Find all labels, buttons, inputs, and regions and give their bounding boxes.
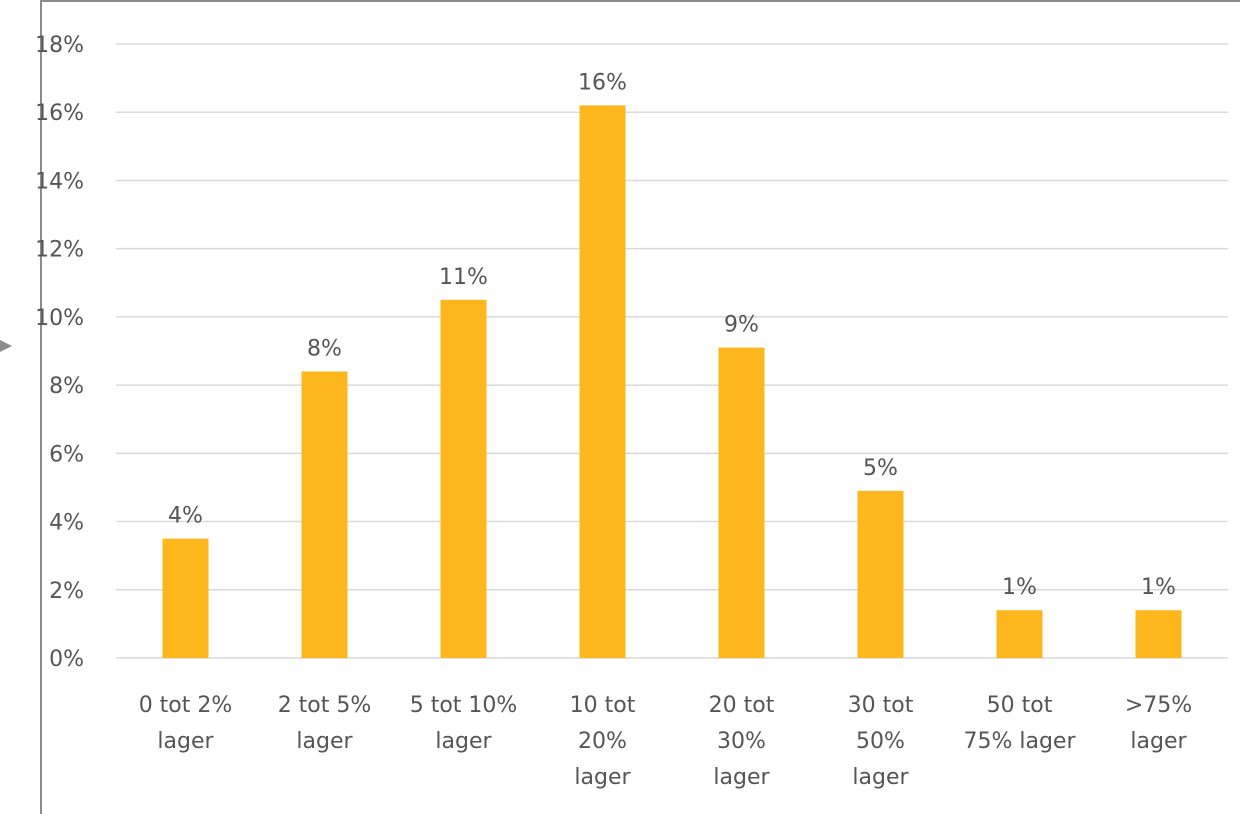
data-label: 11% [439,265,488,290]
x-tick-label: 5 tot 10% lager [410,693,518,754]
y-tick-label: 6% [49,442,84,467]
data-labels: 4% 8% 11% 16% 9% 5% 1% 1% [168,70,1176,600]
x-tick-label: 0 tot 2% lager [139,693,233,754]
data-label: 1% [1002,575,1037,600]
x-tick-label: 50 tot 75% lager [963,693,1076,754]
bar [162,538,209,658]
x-tick-label: >75% lager [1125,693,1192,754]
bar [440,299,487,658]
y-tick-label: 12% [35,238,84,263]
data-label: 1% [1141,575,1176,600]
data-label: 8% [307,336,342,361]
x-axis-ticks: 0 tot 2% lager 2 tot 5% lager 5 tot 10% lager… [139,693,1192,790]
bar [579,105,626,658]
frame-marker [0,340,12,352]
bar [1135,610,1182,658]
bar [301,371,348,658]
x-tick-label: 30 tot 50% lager [848,693,914,790]
y-tick-label: 0% [49,647,84,672]
bar [718,347,765,658]
y-tick-label: 2% [49,579,84,604]
x-tick-label: 10 tot 20% lager [570,693,636,790]
grid-lines [116,43,1228,659]
y-tick-label: 14% [35,169,84,194]
y-tick-label: 4% [49,511,84,536]
bars [162,105,1182,658]
x-tick-label: 20 tot 30% lager [709,693,775,790]
data-label: 9% [724,313,759,338]
y-axis-ticks: 0% 2% 4% 6% 8% 10% 12% 14% 16% 18% [35,33,84,672]
bar [857,490,904,658]
y-tick-label: 8% [49,374,84,399]
bar [996,610,1043,658]
y-tick-label: 16% [35,101,84,126]
y-tick-label: 18% [35,33,84,58]
y-tick-label: 10% [35,306,84,331]
x-tick-label: 2 tot 5% lager [278,693,372,754]
data-label: 5% [863,456,898,481]
data-label: 16% [578,70,627,95]
data-label: 4% [168,504,203,529]
